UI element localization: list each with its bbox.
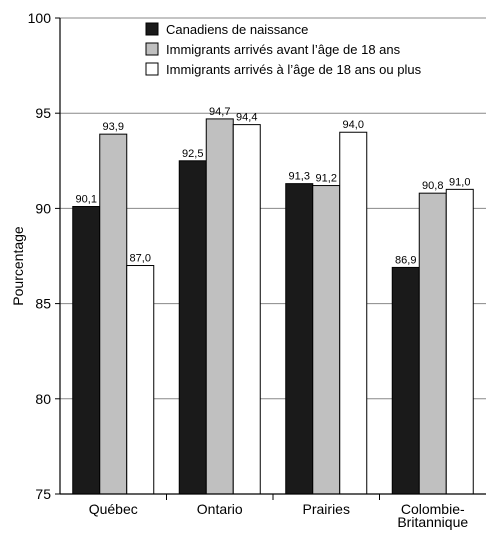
legend-label: Immigrants arrivés avant l’âge de 18 ans [166,42,401,57]
x-category-label: Ontario [197,501,243,517]
bar [391,266,420,495]
data-label: 94,0 [343,119,364,131]
data-label: 92,5 [182,148,203,160]
data-label: 87,0 [130,253,151,265]
bar [205,118,234,495]
y-tick-labels: 75 80 85 90 95 100 [28,10,52,502]
bar [126,265,155,495]
legend-swatch [145,62,159,76]
data-label: 94,7 [209,106,230,118]
y-tick-label: 80 [35,391,51,407]
y-tick-label: 90 [35,200,51,216]
x-category-label: Colombie- [401,501,465,517]
bar [339,131,368,495]
y-axis-label: Pourcentage [10,226,26,306]
legend-label: Canadiens de naissance [166,22,308,37]
y-tick-label: 100 [28,10,52,26]
data-label: 94,4 [236,112,257,124]
x-category-label: Prairies [303,501,350,517]
legend-swatch [145,42,159,56]
bar [178,160,207,495]
x-category-labels: Québec Ontario Prairies Colombie-Britanniqu… [89,501,469,530]
data-labels: 90,1 93,9 87,0 92,5 94,7 94,4 91,3 91,2 94,0 86,9… [76,106,471,267]
data-label: 93,9 [103,121,124,133]
data-label: 91,2 [316,173,337,185]
data-label: 90,8 [422,180,443,192]
data-label: 91,0 [449,176,470,188]
bar [445,188,474,495]
x-category-label: Québec [89,501,138,517]
data-label: 86,9 [395,254,416,266]
axes [55,17,486,500]
bar [418,192,447,495]
bars [72,118,474,495]
data-label: 90,1 [76,193,97,205]
legend-label: Immigrants arrivés à l’âge de 18 ans ou … [166,62,422,77]
bar [285,183,314,495]
bar [312,185,341,495]
legend-swatch [145,22,159,36]
y-tick-label: 95 [35,105,51,121]
y-tick-label: 75 [35,486,51,502]
legend: Canadiens de naissance Immigrants arrivés… [145,22,422,77]
x-category-label: Britannique [397,514,468,530]
data-label: 91,3 [289,171,310,183]
bar [232,124,261,495]
y-tick-label: 85 [35,296,51,312]
bar [99,133,128,495]
bar [72,205,101,495]
